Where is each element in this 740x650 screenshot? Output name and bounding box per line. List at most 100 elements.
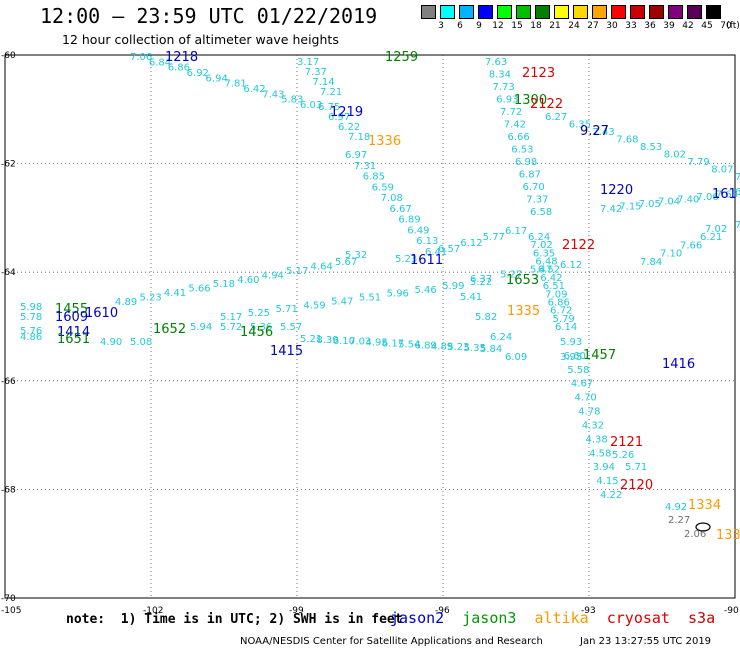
wave-height-value: 6.14 [555,322,577,333]
pass-time-label: 1335 [507,304,540,319]
wave-height-value: 6.86 [168,63,190,74]
credit-text: NOAA/NESDIS Center for Satellite Applica… [240,636,543,647]
legend-label: 27 [587,21,599,31]
satellite-s3a: s3a [688,609,716,627]
legend-label: 18 [530,21,542,31]
satellite-cryosat: cryosat [606,609,689,627]
wave-height-value: 7.63 [716,189,738,200]
legend-label: 33 [625,21,637,31]
legend-label: 3 [438,21,444,31]
wave-height-value: 5.27 [500,269,522,280]
legend-label: 30 [606,21,618,31]
wave-height-value: 5.93 [560,337,582,348]
wave-height-value: 6.58 [530,207,552,218]
wave-height-value: 4.60 [237,275,259,286]
legend-swatch [421,5,436,19]
wave-height-value: 5.82 [475,312,497,323]
wave-height-value: 8.34 [489,70,511,81]
wave-height-value: 6.09 [505,352,527,363]
wave-height-value: 6.35 [569,120,591,131]
pass-time-label: 1415 [270,344,303,359]
wave-height-value: 6.35 [533,248,555,259]
lon-tick-label: -93 [581,606,596,616]
wave-height-value: 6.66 [508,132,530,143]
wave-height-value: 7.73 [493,82,515,93]
wave-height-value: 6.48 [535,257,557,268]
wave-height-value: 2.06 [684,529,706,540]
lon-tick-label: -99 [289,606,304,616]
legend-swatch [573,5,588,19]
wave-height-value: 6.86 [548,297,570,308]
wave-height-value: 5.23 [139,293,161,304]
wave-height-value: 5.18 [213,279,235,290]
wave-height-value: 4.92 [665,502,687,513]
wave-height-value: 7.09 [545,289,567,300]
wave-height-value: 5.23 [395,254,417,265]
wave-height-value: 5.83 [281,95,303,106]
wave-height-value: 6.72 [550,306,572,317]
wave-height-value: 8.39 [316,335,338,346]
legend-swatch [687,5,702,19]
wave-height-value: 6.89 [398,215,420,226]
island-outline [695,522,711,532]
wave-height-value: 6.42 [540,273,562,284]
wave-height-value: 7.03 [349,337,371,348]
wave-height-value: 7.84 [640,257,662,268]
wave-height-value: 7.42 [504,120,526,131]
wave-height-value: 6.27 [545,112,567,123]
wave-height-value: 5.35 [464,343,486,354]
legend-swatch [611,5,626,19]
wave-height-value: 6.42 [243,84,265,95]
wave-height-value: 5.72 [220,322,242,333]
wave-height-value: 4.86 [20,332,42,343]
wave-height-value: 6.41 [425,247,447,258]
wave-height-value: 4.32 [582,420,604,431]
legend-label: 15 [511,21,523,31]
legend-label: 24 [568,21,580,31]
legend-label: 45 [701,21,713,31]
wave-height-value: 7.47 [735,220,740,231]
wave-height-value: 7.43 [262,89,284,100]
wave-height-value: 7.08 [381,193,403,204]
footer-notes: note: 1) Time is in UTC; 2) SWH is in fe… [66,612,403,627]
pass-time-label: 161 [712,187,737,202]
wave-height-value: 7.10 [660,249,682,260]
wave-height-value: 4.78 [578,407,600,418]
plot-frame [4,54,736,599]
wave-height-value: 4.64 [311,261,333,272]
timestamp: Jan 23 13:27:55 UTC 2019 [580,636,712,647]
wave-height-value: 6.85 [363,172,385,183]
lat-tick-label: -64 [1,268,16,278]
wave-height-value: 4.94 [262,270,284,281]
wave-height-value: 4.58 [589,448,611,459]
legend-swatch [516,5,531,19]
wave-height-value: 5.79 [553,314,575,325]
wave-height-value: 5.47 [331,296,353,307]
pass-time-label: 1456 [240,325,273,340]
wave-height-value: 6.24 [528,232,550,243]
pass-time-label: 2123 [522,66,555,81]
wave-height-value: 2.27 [668,515,690,526]
legend-swatch [649,5,664,19]
wave-height-value: 5.57 [280,322,302,333]
wave-height-value: 5.47 [530,265,552,276]
legend-unit: (ft) [726,21,740,31]
legend-swatch [630,5,645,19]
pass-time-label: 1416 [662,357,695,372]
wave-height-value: 6.13 [416,236,438,247]
pass-time-label: 1300 [514,93,547,108]
wave-height-value: 7.02 [530,240,552,251]
wave-height-value: 5.71 [276,304,298,315]
wave-height-value: 6.75 [318,102,340,113]
wave-height-value: 4.90 [100,337,122,348]
wave-height-value: 7.04 [658,197,680,208]
wave-height-value: 6.53 [511,145,533,156]
wave-height-value: 4.89 [431,341,453,352]
wave-height-value: 6.17 [382,339,404,350]
wave-height-value: 5.96 [387,289,409,300]
wave-height-value: 6.24 [490,332,512,343]
wave-height-value: 8.07 [711,165,733,176]
wave-height-value: 7.37 [305,67,327,78]
wave-height-value: 6.87 [519,170,541,181]
legend-swatch [668,5,683,19]
